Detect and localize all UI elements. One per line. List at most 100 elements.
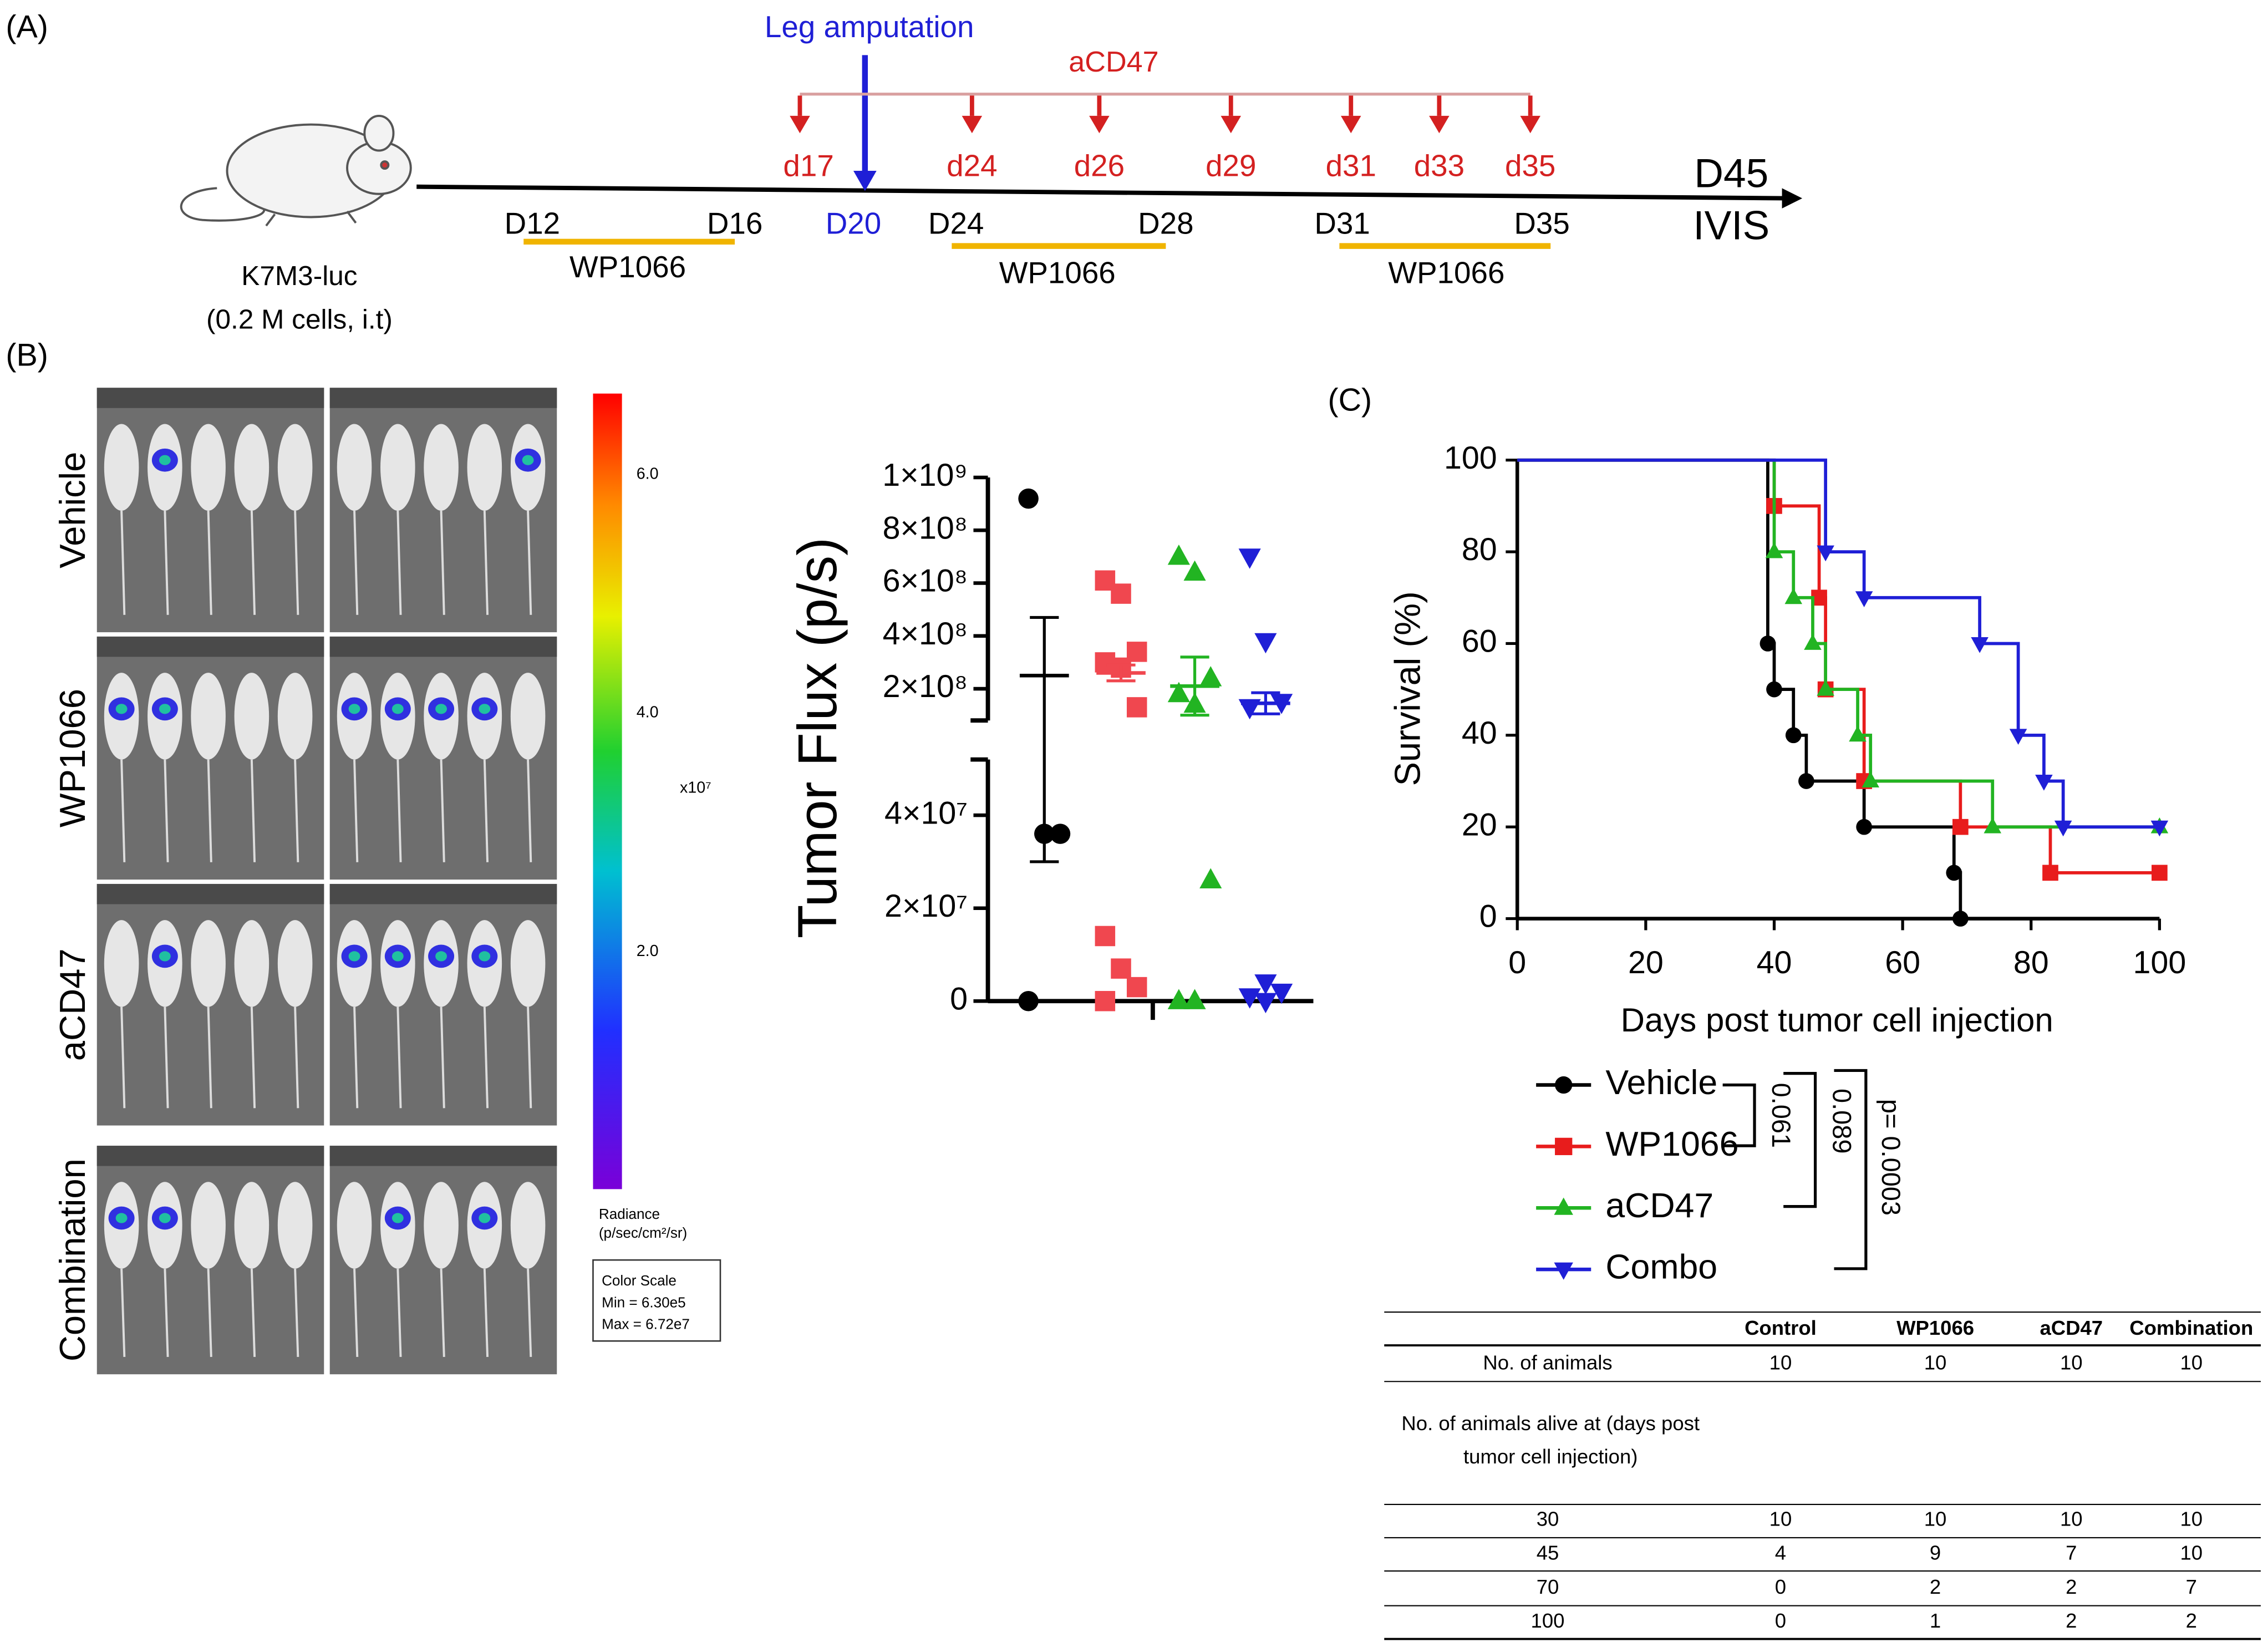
y-tick-label: 40 (1462, 715, 1497, 751)
schedule-day: D31 (1314, 206, 1370, 241)
data-point (1167, 989, 1190, 1009)
data-point (1199, 868, 1222, 889)
mouse (424, 1182, 459, 1269)
y-tick-label: 0 (1479, 899, 1497, 934)
mouse-tail (250, 510, 256, 615)
mouse-tail (483, 759, 489, 862)
dose-arrowhead (1221, 115, 1242, 134)
surgery-arrowhead (853, 171, 877, 191)
p-value: 0.061 (1767, 1083, 1796, 1148)
mouse-icon (180, 114, 412, 227)
data-point (1095, 990, 1116, 1011)
data-point (1111, 583, 1131, 604)
colorbar (593, 393, 622, 1189)
mouse (191, 920, 226, 1007)
table-cell: 10 (2180, 1542, 2203, 1564)
endpoint-day: D45 (1694, 151, 1768, 196)
mouse (510, 673, 546, 760)
error-bar (1106, 663, 1136, 683)
drug-label: WP1066 (999, 255, 1116, 289)
legend-marker (1555, 1076, 1573, 1094)
table-cell: 10 (1924, 1351, 1947, 1374)
signal-core (435, 951, 448, 962)
legend-label: aCD47 (1605, 1186, 1713, 1225)
table-cell: 1 (1930, 1609, 1941, 1632)
mouse-tail (294, 1268, 299, 1357)
dose-day: d17 (783, 148, 833, 182)
legend-marker (1555, 1137, 1573, 1156)
table-cell: 10 (1924, 1507, 1947, 1530)
surgery-label: Leg amputation (765, 9, 974, 44)
photo-header (96, 636, 324, 657)
mouse-tail (353, 510, 359, 615)
table-cell: 7 (2066, 1542, 2077, 1564)
drug-label: WP1066 (569, 250, 686, 284)
data-point (1126, 977, 1147, 998)
dose-arrowhead (962, 115, 983, 134)
x-tick-label: 40 (1757, 945, 1792, 980)
survival-line (1517, 458, 1962, 919)
group-label: Vehicle (52, 452, 93, 568)
mouse-tail (120, 759, 126, 862)
model-label: K7M3-luc (241, 260, 357, 291)
signal-core (159, 704, 171, 714)
survival-marker (1849, 725, 1867, 742)
mouse-tail (294, 1006, 299, 1109)
mouse (277, 1182, 313, 1269)
error-bar (1030, 616, 1059, 863)
legend-label: Vehicle (1605, 1063, 1717, 1102)
dose-day: d26 (1074, 148, 1125, 182)
photo-header (96, 1146, 324, 1166)
survival-marker (1765, 542, 1783, 558)
table-cell: 9 (1930, 1542, 1941, 1564)
survival-marker (1784, 588, 1803, 604)
radiance-units: (p/sec/cm²/sr) (599, 1224, 687, 1241)
cells-label: (0.2 M cells, i.t) (206, 303, 393, 334)
mouse-tail (120, 1006, 126, 1109)
data-point (1254, 974, 1277, 995)
schedule-day: D35 (1514, 206, 1569, 241)
x-tick-label: 60 (1885, 945, 1920, 980)
table-cell: 10 (2180, 1351, 2203, 1374)
signal-core (522, 455, 534, 465)
signal-core (115, 1213, 128, 1223)
y-tick-label: 2×10⁸ (883, 669, 968, 704)
mouse-tail (396, 1006, 402, 1109)
y-tick-label: 80 (1462, 532, 1497, 567)
dose-day: d24 (947, 148, 997, 182)
schedule-day: D16 (707, 206, 762, 241)
group-label: WP1066 (52, 689, 93, 827)
y-tick-label: 2×10⁷ (884, 888, 968, 924)
table-cell: 10 (1769, 1351, 1792, 1374)
legend-marker (1554, 1262, 1573, 1280)
mouse-tail (250, 1268, 256, 1357)
y-tick-label: 60 (1462, 624, 1497, 659)
survival-marker (1855, 591, 1873, 607)
colorbar-tick: 6.0 (637, 465, 659, 482)
mouse (191, 1182, 226, 1269)
schedule-day: D24 (928, 206, 984, 241)
y-axis-label: Survival (%) (1387, 591, 1427, 786)
mouse (104, 920, 139, 1007)
table-header: Control (1745, 1316, 1817, 1339)
colorbar-tick: 2.0 (637, 942, 659, 960)
mouse (337, 1182, 372, 1269)
dose-day: d33 (1414, 148, 1464, 182)
mouse-tail (164, 510, 169, 615)
error-bar (1251, 691, 1280, 715)
dose-day: d35 (1505, 148, 1555, 182)
mouse-tail (440, 1006, 445, 1109)
dose-arrowhead (1341, 115, 1361, 134)
mouse-tail (164, 1268, 169, 1357)
comparison-bracket (1722, 1083, 1756, 1147)
data-point (1018, 488, 1039, 509)
table-section: No. of animals alive at (days post (1401, 1412, 1700, 1435)
mouse-tail (207, 510, 212, 615)
panel-label: (C) (1328, 383, 1372, 418)
signal-core (159, 1213, 171, 1223)
comparison-bracket (1783, 1072, 1817, 1208)
group-label: Combination (52, 1158, 93, 1361)
data-point (1050, 823, 1071, 844)
photo-header (329, 388, 557, 408)
survival-marker (1817, 545, 1834, 562)
